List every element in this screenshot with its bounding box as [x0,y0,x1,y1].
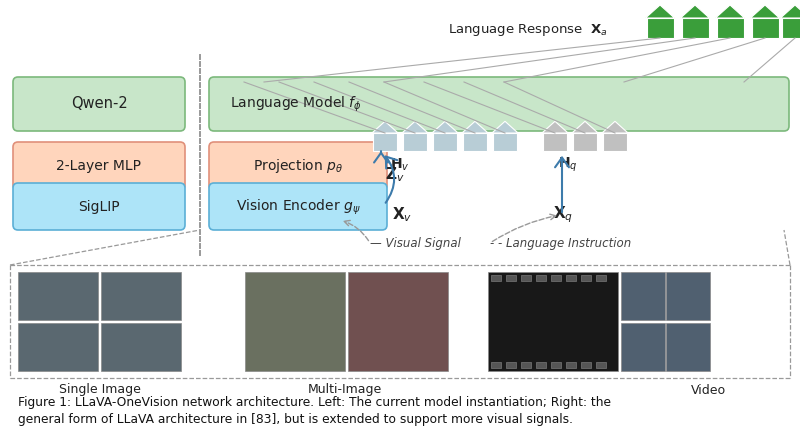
Text: $\mathbf{Z}_v$: $\mathbf{Z}_v$ [385,166,405,184]
Polygon shape [646,5,674,18]
Bar [18,323,98,371]
Polygon shape [432,121,458,133]
Bar [403,133,427,151]
Polygon shape [750,5,779,18]
Bar [488,272,618,371]
Bar [493,133,517,151]
Text: Language Model $f_\phi$: Language Model $f_\phi$ [230,94,362,113]
Bar [543,133,567,151]
Text: Figure 1: LLaVA-OneVision network architecture. Left: The current model instanti: Figure 1: LLaVA-OneVision network archit… [18,396,611,409]
Bar [433,133,457,151]
Polygon shape [781,5,800,18]
Bar [101,272,181,320]
Bar [621,272,665,320]
Bar [717,18,743,38]
Polygon shape [542,121,568,133]
Text: $\mathbf{H}_q$: $\mathbf{H}_q$ [558,156,578,174]
Bar [536,275,546,281]
FancyBboxPatch shape [209,77,789,131]
Bar [566,362,576,368]
Bar [621,323,665,371]
Text: Single Image: Single Image [58,384,141,396]
Bar [506,275,516,281]
Bar [682,18,709,38]
Polygon shape [715,5,745,18]
Text: — Visual Signal: — Visual Signal [370,236,461,250]
Text: $\mathbf{H}_v$: $\mathbf{H}_v$ [390,157,410,173]
Bar [551,362,561,368]
Bar [751,18,778,38]
FancyBboxPatch shape [13,142,185,190]
Polygon shape [492,121,518,133]
Bar [18,272,98,320]
Bar [573,133,597,151]
Text: Language Response  $\mathbf{X}_a$: Language Response $\mathbf{X}_a$ [448,22,608,38]
Bar [646,18,674,38]
Text: - - Language Instruction: - - Language Instruction [490,236,631,250]
Bar [348,272,448,371]
Polygon shape [681,5,710,18]
Text: Vision Encoder $g_\psi$: Vision Encoder $g_\psi$ [236,197,360,217]
Bar [373,133,397,151]
Bar [521,362,531,368]
FancyBboxPatch shape [209,142,387,190]
FancyBboxPatch shape [13,77,185,131]
Text: $\mathbf{X}_v$: $\mathbf{X}_v$ [392,206,412,224]
Bar [596,362,606,368]
Bar [666,272,710,320]
Bar [536,362,546,368]
Text: Projection $p_\theta$: Projection $p_\theta$ [253,157,343,175]
Text: $\mathbf{X}_q$: $\mathbf{X}_q$ [553,205,574,225]
Text: 2-Layer MLP: 2-Layer MLP [57,159,142,173]
Polygon shape [602,121,628,133]
Bar [603,133,627,151]
Bar [782,18,800,38]
Text: general form of LLaVA architecture in [83], but is extended to support more visu: general form of LLaVA architecture in [8… [18,413,573,426]
Polygon shape [372,121,398,133]
Bar [566,275,576,281]
Bar [101,323,181,371]
Polygon shape [402,121,428,133]
Text: Qwen-2: Qwen-2 [70,97,127,112]
Bar [521,275,531,281]
Bar [596,275,606,281]
Bar [506,362,516,368]
Polygon shape [572,121,598,133]
Bar [463,133,487,151]
Bar [551,275,561,281]
Bar [491,362,501,368]
Bar [491,275,501,281]
Bar [581,275,591,281]
FancyBboxPatch shape [13,183,185,230]
Bar [666,323,710,371]
Text: SigLIP: SigLIP [78,200,120,214]
Polygon shape [462,121,488,133]
Text: Multi-Image: Multi-Image [308,384,382,396]
Bar [581,362,591,368]
Bar [245,272,345,371]
FancyBboxPatch shape [209,183,387,230]
Text: Video: Video [690,384,726,396]
